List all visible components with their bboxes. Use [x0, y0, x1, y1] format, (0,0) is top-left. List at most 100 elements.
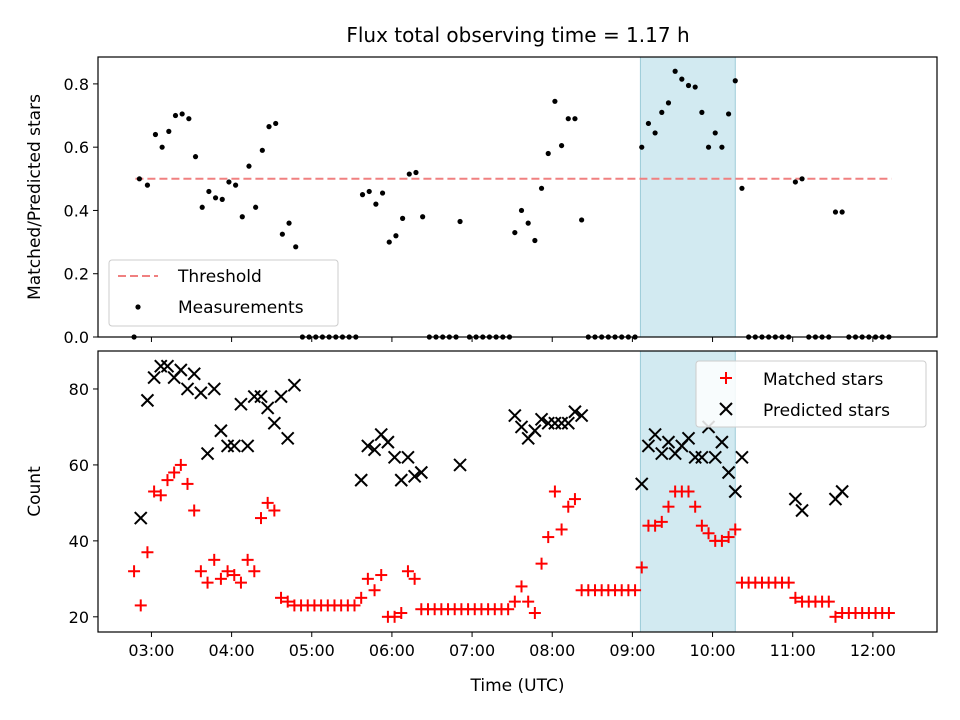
matched-stars-point — [782, 576, 795, 589]
measurement-point — [400, 215, 406, 221]
predicted-stars-point — [207, 382, 221, 396]
y-tick-label: 60 — [69, 456, 89, 475]
measurement-point — [159, 144, 165, 150]
predicted-stars-point — [568, 405, 582, 419]
measurement-point — [192, 154, 199, 160]
matched-stars-point — [515, 580, 528, 593]
predicted-stars-point — [187, 367, 201, 381]
measurement-point — [239, 214, 245, 220]
predicted-stars-point — [160, 359, 175, 373]
measurement-point — [420, 214, 426, 220]
measurement-point — [705, 144, 712, 150]
measurement-point — [373, 201, 379, 207]
predicted-stars-point — [508, 408, 522, 423]
measurement-point — [246, 163, 252, 169]
matched-stars-point — [141, 546, 154, 559]
matched-stars-point — [542, 531, 555, 544]
matched-stars-point — [629, 584, 642, 597]
measurement-point — [672, 68, 678, 74]
predicted-stars-point — [180, 382, 195, 396]
measurement-point — [226, 179, 232, 185]
measurement-point — [659, 109, 665, 115]
predicted-stars-point — [561, 416, 575, 430]
matched-stars-point — [822, 595, 835, 608]
predicted-stars-point — [260, 401, 275, 415]
matched-stars-point — [528, 607, 541, 620]
matched-stars-point — [281, 595, 294, 608]
matched-stars-point — [562, 500, 575, 513]
matched-stars-point — [261, 496, 274, 509]
measurement-point — [699, 109, 705, 115]
bottom-data-points — [128, 359, 895, 623]
predicted-stars-point — [227, 439, 241, 453]
matched-stars-point — [168, 466, 181, 479]
predicted-stars-point — [554, 416, 569, 430]
x-tick-label: 06:00 — [369, 641, 415, 660]
y-tick-label: 40 — [69, 532, 89, 551]
measurement-point — [645, 120, 652, 127]
measurement-point — [233, 182, 239, 188]
measurement-point — [652, 130, 658, 136]
matched-stars-point — [649, 519, 662, 532]
x-axis-label: Time (UTC) — [470, 676, 565, 696]
legend-measurements-swatch — [135, 304, 141, 310]
measurement-point — [538, 185, 545, 191]
matched-stars-point — [789, 591, 802, 604]
measurement-point — [725, 111, 732, 117]
x-tick-label: 04:00 — [209, 641, 255, 660]
matched-stars-point — [635, 561, 648, 574]
predicted-stars-point — [281, 431, 295, 446]
x-tick-label: 11:00 — [770, 641, 816, 660]
measurement-point — [293, 244, 299, 250]
predicted-stars-point — [240, 439, 255, 453]
measurement-point — [144, 182, 151, 188]
y-tick-label: 20 — [69, 608, 89, 627]
legend-matched-swatch — [720, 372, 732, 384]
measurement-point — [518, 207, 525, 214]
legend-matched-label: Matched stars — [763, 370, 883, 390]
measurement-point — [186, 116, 192, 122]
top-axes-frame — [97, 56, 938, 338]
predicted-stars-point — [140, 393, 155, 408]
measurement-point — [366, 188, 372, 195]
bottom-panel: 03:00 04:00 05:00 06:00 07:00 08:00 09:00 10:00… — [25, 350, 938, 696]
matched-stars-point — [361, 572, 374, 585]
predicted-stars-point — [728, 484, 742, 499]
predicted-stars-point — [354, 473, 368, 487]
top-panel: 0.00.20.40.60.8 Matched/Predicted stars … — [25, 56, 938, 347]
x-tick-label: 07:00 — [449, 641, 495, 660]
predicted-stars-point — [214, 424, 228, 438]
measurement-point — [565, 116, 571, 122]
measurement-point — [253, 204, 259, 210]
bottom-axes-frame — [97, 350, 938, 633]
predicted-stars-point — [147, 370, 161, 385]
measurement-point — [525, 220, 531, 226]
measurement-point — [359, 192, 366, 198]
legend-predicted-swatch — [719, 402, 733, 416]
measurement-point — [558, 142, 565, 149]
y-tick-label: 0.8 — [64, 75, 89, 94]
legend-threshold-label: Threshold — [177, 267, 262, 287]
predicted-stars-point — [715, 435, 729, 449]
measurement-point — [259, 147, 265, 153]
measurement-point — [273, 120, 279, 127]
matched-stars-point — [522, 595, 535, 608]
measurement-point — [406, 171, 412, 177]
y-tick-label: 0.6 — [64, 138, 89, 157]
measurement-point — [457, 218, 463, 225]
y-tick-label: 80 — [69, 380, 89, 399]
measurement-point — [532, 237, 538, 244]
predicted-stars-point — [695, 450, 709, 465]
measurement-point — [152, 131, 159, 138]
measurement-point — [739, 185, 745, 191]
measurement-point — [386, 239, 392, 245]
measurement-point — [266, 124, 272, 130]
shaded-observing-window — [639, 56, 736, 338]
measurement-point — [572, 116, 578, 122]
matched-stars-point — [134, 599, 147, 612]
measurement-point — [172, 112, 179, 119]
measurement-point — [799, 176, 805, 182]
predicted-stars-point — [154, 359, 168, 373]
matched-stars-point — [395, 607, 408, 620]
matched-stars-point — [388, 610, 401, 623]
